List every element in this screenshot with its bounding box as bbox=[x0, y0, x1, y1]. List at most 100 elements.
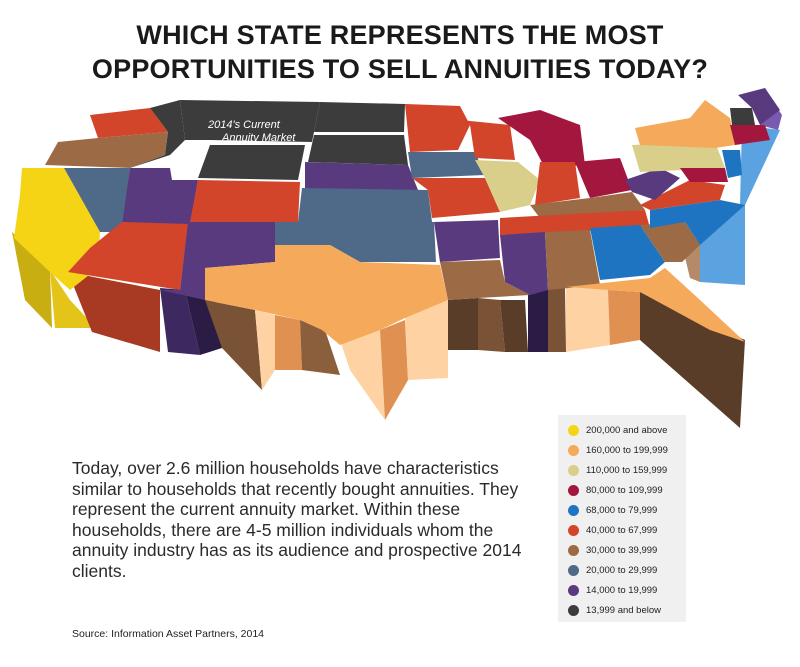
louisiana-side-3 bbox=[500, 300, 528, 352]
state-montana bbox=[180, 100, 320, 142]
legend-swatch bbox=[568, 604, 579, 616]
legend-label: 200,000 and above bbox=[586, 424, 668, 436]
texas-side-2 bbox=[255, 310, 275, 390]
texas-side-3 bbox=[275, 315, 302, 370]
legend-swatch bbox=[568, 564, 579, 576]
state-iowa bbox=[408, 152, 485, 178]
state-vermont-nh bbox=[730, 108, 755, 125]
state-california bbox=[14, 168, 100, 290]
legend-label: 13,999 and below bbox=[586, 604, 662, 616]
texas-side-4 bbox=[300, 320, 340, 375]
headline-line-1: WHICH STATE REPRESENTS THE MOST bbox=[136, 20, 664, 50]
state-utah bbox=[122, 168, 198, 225]
state-michigan bbox=[498, 110, 585, 168]
east-coast-side-3 bbox=[740, 125, 780, 205]
map-label-line-1: 2014's Current bbox=[207, 119, 281, 131]
florida-side-2 bbox=[608, 290, 640, 345]
state-idaho bbox=[130, 100, 185, 168]
state-new-jersey bbox=[722, 150, 742, 178]
legend-label: 68,000 to 79,999 bbox=[586, 504, 658, 516]
description-text: Today, over 2.6 million households have … bbox=[72, 458, 522, 581]
legend-item: 13,999 and below bbox=[568, 603, 661, 617]
state-missouri bbox=[412, 178, 500, 218]
state-mississippi bbox=[500, 232, 548, 295]
legend-swatch bbox=[568, 464, 579, 476]
source-note: Source: Information Asset Partners, 2014 bbox=[72, 628, 265, 640]
texas-side-7 bbox=[405, 300, 448, 380]
state-georgia bbox=[590, 225, 665, 280]
headline: WHICH STATE REPRESENTS THE MOST OPPORTUN… bbox=[0, 18, 800, 86]
legend-label: 14,000 to 19,999 bbox=[586, 584, 658, 596]
legend-item: 160,000 to 199,999 bbox=[568, 443, 668, 457]
state-north-carolina bbox=[650, 200, 745, 245]
state-colorado bbox=[190, 180, 300, 222]
state-pennsylvania bbox=[632, 142, 725, 172]
map-states bbox=[14, 88, 780, 345]
state-new-mexico bbox=[160, 222, 275, 300]
state-indiana bbox=[535, 162, 580, 205]
legend-label: 80,000 to 109,999 bbox=[586, 484, 663, 496]
legend-swatch bbox=[568, 504, 579, 516]
louisiana-side-2 bbox=[478, 298, 505, 352]
state-florida bbox=[566, 268, 745, 342]
state-alabama bbox=[545, 230, 600, 290]
state-kentucky bbox=[530, 192, 645, 218]
legend-item: 110,000 to 159,999 bbox=[568, 463, 667, 477]
state-wyoming bbox=[198, 145, 305, 180]
alabama-side bbox=[548, 285, 566, 352]
legend-item: 40,000 to 67,999 bbox=[568, 523, 657, 537]
state-texas bbox=[205, 245, 448, 345]
texas-side-6 bbox=[380, 320, 408, 420]
state-ohio bbox=[575, 158, 632, 198]
legend-swatch bbox=[568, 424, 579, 436]
state-west-virginia bbox=[625, 168, 680, 200]
legend-label: 40,000 to 67,999 bbox=[586, 524, 658, 536]
annuity-market-label: 2014's Current Annuity Market bbox=[207, 119, 296, 144]
legend-swatch bbox=[568, 524, 579, 536]
legend-swatch bbox=[568, 584, 579, 596]
state-maine bbox=[738, 88, 780, 125]
state-north-dakota bbox=[314, 102, 405, 132]
state-arkansas bbox=[434, 220, 500, 262]
legend-item: 14,000 to 19,999 bbox=[568, 583, 657, 597]
state-south-dakota bbox=[308, 135, 408, 165]
legend-item: 200,000 and above bbox=[568, 423, 667, 437]
legend-item: 80,000 to 109,999 bbox=[568, 483, 663, 497]
california-side bbox=[12, 232, 52, 328]
state-new-england bbox=[730, 125, 770, 145]
legend-label: 110,000 to 159,999 bbox=[586, 464, 668, 476]
state-south-carolina bbox=[640, 222, 700, 262]
florida-side-1 bbox=[566, 287, 610, 352]
california-side-2 bbox=[50, 270, 96, 328]
legend-swatch bbox=[568, 484, 579, 496]
mississippi-side bbox=[528, 290, 548, 352]
state-new-york bbox=[635, 100, 735, 148]
state-washington bbox=[90, 108, 168, 138]
state-kansas bbox=[298, 188, 432, 222]
state-arizona bbox=[68, 222, 188, 290]
texas-side-1 bbox=[205, 300, 262, 390]
state-minnesota bbox=[405, 104, 470, 152]
louisiana-side-1 bbox=[448, 298, 478, 350]
state-wisconsin bbox=[460, 120, 515, 160]
florida-side-3 bbox=[640, 292, 745, 428]
legend-item: 30,000 to 39,999 bbox=[568, 543, 657, 557]
legend-swatch bbox=[568, 544, 579, 556]
state-oklahoma bbox=[275, 222, 436, 262]
texas-side-5 bbox=[340, 330, 385, 420]
state-oregon bbox=[45, 132, 168, 168]
legend-item: 20,000 to 29,999 bbox=[568, 563, 657, 577]
legend-label: 160,000 to 199,999 bbox=[586, 444, 668, 456]
arizona-side bbox=[68, 272, 160, 352]
headline-line-2: OPPORTUNITIES TO SELL ANNUITIES TODAY? bbox=[91, 54, 709, 84]
state-virginia bbox=[640, 180, 725, 210]
legend-swatch bbox=[568, 444, 579, 456]
state-louisiana bbox=[440, 260, 530, 300]
legend: 200,000 and above 160,000 to 199,999 110… bbox=[558, 415, 686, 622]
state-illinois bbox=[475, 160, 540, 212]
state-nevada bbox=[64, 168, 130, 232]
legend-label: 20,000 to 29,999 bbox=[586, 564, 658, 576]
map-label-line-2: Annuity Market bbox=[221, 132, 296, 144]
newmexico-side bbox=[160, 288, 200, 355]
